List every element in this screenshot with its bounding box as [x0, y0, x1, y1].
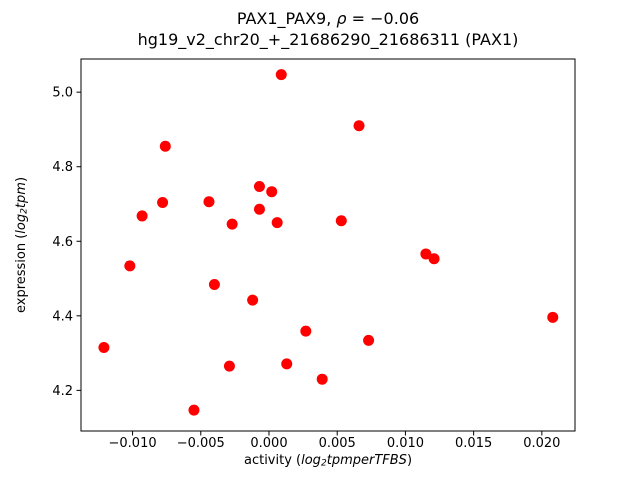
data-point: [157, 197, 169, 209]
y-tick-label: 4.8: [52, 160, 73, 175]
data-point: [203, 196, 215, 208]
data-point: [226, 218, 238, 230]
title-gene-pair: PAX1_PAX9,: [236, 9, 337, 28]
x-tick-label: 0.010: [387, 436, 424, 451]
data-point: [247, 294, 259, 306]
data-point: [428, 253, 440, 265]
x-tick-label: 0.020: [523, 436, 560, 451]
y-tick-label: 4.2: [52, 384, 73, 399]
data-point: [136, 210, 148, 222]
data-point: [98, 342, 110, 354]
data-point: [253, 203, 265, 215]
data-point: [208, 279, 220, 291]
data-point: [188, 404, 200, 416]
y-axis-label-sub: 2: [19, 208, 30, 214]
x-tick-label: 0.015: [455, 436, 492, 451]
x-tick-label: −0.005: [177, 436, 225, 451]
y-tick-label: 4.4: [52, 309, 73, 324]
data-point: [316, 373, 328, 385]
y-axis-label-log: log: [14, 213, 29, 234]
data-point: [159, 140, 171, 152]
data-point: [300, 325, 312, 337]
y-tick-label: 4.6: [52, 235, 73, 250]
x-axis-label-rest: tpmperTFBS: [326, 453, 407, 468]
data-point: [281, 358, 293, 370]
axes-spines: [80, 58, 576, 432]
chart-title-line2: hg19_v2_chr20_+_21686290_21686311 (PAX1): [137, 29, 519, 49]
x-axis-label-prefix: activity (: [243, 453, 302, 468]
y-axis-label-rest: tpm: [14, 182, 29, 209]
x-tick-label: 0.005: [319, 436, 356, 451]
x-tick-label: 0.000: [250, 436, 287, 451]
x-axis-label-sub: 2: [320, 458, 327, 469]
x-axis-label-log: log: [301, 453, 321, 468]
y-axis-label: expression (log2tpm): [13, 177, 34, 313]
x-axis-label-math: log2tpmperTFBS: [301, 453, 407, 469]
data-point: [271, 217, 283, 229]
y-axis-label-math: log2tpm: [14, 182, 30, 234]
chart-title: PAX1_PAX9, ρ = −0.06 hg19_v2_chr20_+_216…: [81, 9, 575, 50]
data-point: [253, 180, 265, 192]
data-point: [223, 360, 235, 372]
x-axis-label-suffix: ): [406, 453, 413, 468]
data-point: [335, 215, 347, 227]
title-rho-symbol: ρ: [336, 9, 347, 28]
data-point: [363, 334, 375, 346]
data-point: [353, 120, 365, 132]
data-point: [124, 260, 136, 272]
data-point: [547, 311, 559, 323]
y-axis-label-suffix: ): [14, 176, 29, 183]
y-tick-label: 5.0: [52, 86, 73, 101]
data-point: [266, 186, 278, 198]
x-axis-label: activity (log2tpmperTFBS): [81, 453, 575, 469]
x-tick-label: −0.010: [109, 436, 157, 451]
title-rho-value: = −0.06: [346, 9, 420, 28]
y-axis-label-prefix: expression (: [14, 233, 29, 314]
data-point: [275, 69, 287, 81]
chart-title-line1: PAX1_PAX9, ρ = −0.06: [81, 9, 575, 30]
data-point: [420, 248, 432, 260]
